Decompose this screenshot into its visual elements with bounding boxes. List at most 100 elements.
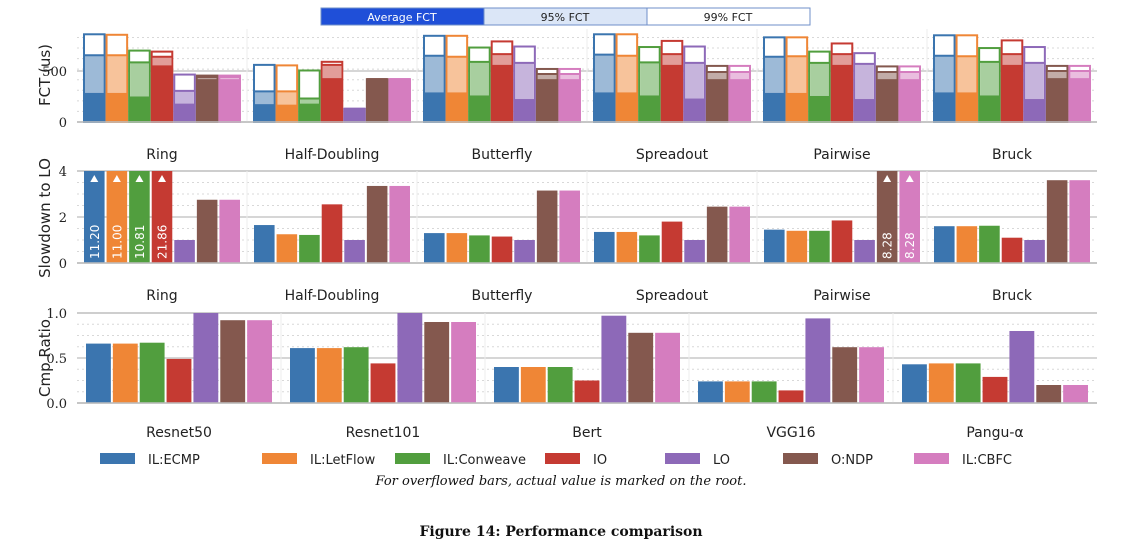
legend-label: IL:CBFC [962, 453, 1012, 468]
overflow-value-label: 21.86 [156, 225, 170, 259]
bar [559, 190, 580, 263]
bar [831, 220, 853, 263]
y-tick-label: 1.0 [46, 307, 67, 322]
bar-avg [1069, 78, 1090, 122]
bar-avg [299, 103, 320, 122]
y-tick-label: 500 [42, 65, 67, 80]
category-label: Butterfly [472, 147, 533, 163]
overflow-value-label: 11.20 [88, 225, 102, 259]
bar [86, 343, 111, 403]
bar [684, 240, 705, 263]
bar-avg [809, 95, 830, 122]
bar [276, 234, 298, 263]
bar [1069, 180, 1090, 263]
bar-avg [684, 98, 705, 122]
bar-avg [366, 79, 388, 122]
bar [84, 171, 105, 263]
bar-avg [389, 79, 410, 122]
slowdown-ylabel: Slowdown to LO [36, 158, 54, 278]
bar [786, 230, 808, 263]
bar-avg [594, 92, 615, 122]
bar [366, 185, 388, 263]
legend-swatch [100, 453, 135, 464]
bar [491, 236, 513, 263]
bar [956, 226, 978, 263]
bar [129, 171, 150, 263]
bar-avg [174, 103, 195, 122]
bar-avg [559, 79, 580, 122]
bar [764, 229, 785, 263]
bar-avg [196, 79, 218, 122]
bar [139, 342, 165, 403]
bar [928, 363, 954, 403]
bar-avg [1024, 99, 1045, 122]
bar [628, 332, 654, 403]
legend-label: IL:ECMP [148, 453, 200, 468]
category-label: Spreadout [636, 288, 709, 304]
y-tick-label: 2 [59, 211, 67, 226]
bar [389, 185, 410, 263]
legend-swatch [395, 453, 430, 464]
bar [247, 320, 272, 403]
overflow-value-label: 11.00 [110, 225, 124, 259]
bar [547, 367, 573, 403]
bar-avg [106, 92, 128, 122]
legend-label: IL:Conweave [443, 453, 526, 468]
bar [1046, 180, 1068, 263]
bar [151, 171, 173, 263]
bar [1024, 240, 1045, 263]
category-label: Pairwise [813, 147, 870, 163]
y-tick-label: 0 [59, 116, 67, 131]
bar [254, 225, 275, 263]
bar [514, 240, 535, 263]
y-tick-label: 0 [59, 257, 67, 272]
bar [724, 381, 750, 403]
bar [469, 235, 490, 263]
legend-label: O:NDP [831, 453, 873, 468]
bar-avg [424, 92, 445, 122]
bar [321, 204, 343, 263]
legend-99-label: 99% FCT [704, 11, 753, 24]
bar [106, 171, 128, 263]
legend-label: IL:LetFlow [310, 453, 376, 468]
bar [520, 367, 546, 403]
bar-avg [536, 79, 558, 122]
legend-95-label: 95% FCT [541, 11, 590, 24]
bar [706, 206, 728, 263]
bar-avg [219, 79, 240, 122]
category-label: Ring [146, 147, 177, 163]
legend-99-swatch [646, 7, 811, 26]
legend-swatch [665, 453, 700, 464]
category-label: Bert [572, 425, 602, 441]
y-tick-label: 0.0 [46, 397, 67, 412]
legend-swatch [914, 453, 949, 464]
bar [574, 380, 600, 403]
bar-avg [276, 104, 298, 122]
bar-avg [934, 92, 955, 122]
bar [174, 240, 195, 263]
category-label: Half-Doubling [285, 288, 380, 304]
bar [344, 240, 365, 263]
overflow-triangle-icon [135, 175, 144, 182]
bar-avg [706, 79, 728, 122]
bar-avg [661, 64, 683, 122]
bar [639, 235, 660, 263]
bar [655, 332, 680, 403]
bar-avg [1046, 78, 1068, 122]
bar [899, 171, 920, 263]
cmp-ylabel: Cmp Ratio [36, 319, 54, 397]
bar [1036, 385, 1062, 403]
legend-swatch [783, 453, 818, 464]
bar [219, 199, 240, 263]
bar-avg [639, 95, 660, 122]
bar [424, 233, 445, 263]
legend-swatch [545, 453, 580, 464]
category-label: Butterfly [472, 288, 533, 304]
bar [397, 313, 423, 403]
percentile-legend: Average FCT 95% FCT 99% FCT [320, 7, 811, 26]
overflow-value-label: 8.28 [881, 232, 895, 259]
bar [446, 233, 468, 263]
bar [370, 363, 396, 403]
bar-avg [151, 65, 173, 122]
